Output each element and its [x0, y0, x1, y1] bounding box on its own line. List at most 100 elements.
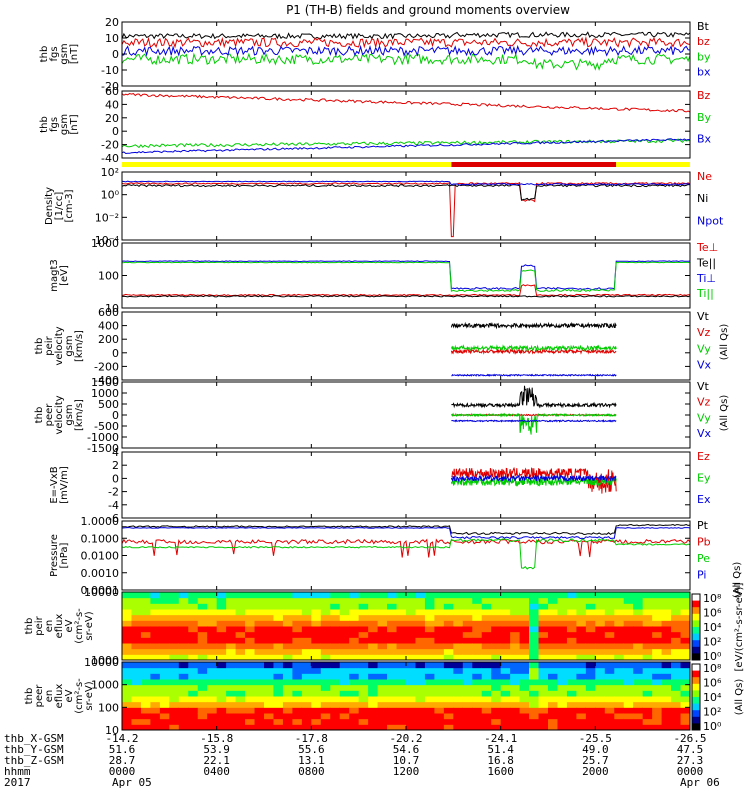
spectrogram-cell: [330, 724, 341, 731]
spectrogram-cell: [633, 643, 644, 650]
spectrogram-cell: [424, 707, 435, 714]
spectrogram-cell: [519, 667, 530, 674]
spectrogram-cell: [188, 724, 199, 731]
spectrogram-cell: [169, 679, 180, 686]
spectrogram-cell: [491, 684, 502, 691]
spectrogram-cell: [235, 696, 246, 703]
spectrogram-cell: [320, 684, 331, 691]
spectrogram-cell: [387, 718, 398, 725]
spectrogram-cell: [472, 724, 483, 731]
spectrogram-cell: [595, 614, 606, 621]
spectrogram-cell: [491, 701, 502, 708]
spectrogram-cell: [623, 643, 634, 650]
series-line-ti: [121, 260, 691, 291]
spectrogram-cell: [150, 609, 161, 616]
spectrogram-cell: [424, 679, 435, 686]
spectrogram-cell: [169, 673, 180, 680]
spectrogram-cell: [207, 603, 218, 610]
y-tick-label: -20: [101, 80, 119, 93]
spectrogram-cell: [301, 592, 312, 599]
spectrogram-cell: [131, 603, 142, 610]
colorbar-segment: [692, 633, 700, 641]
spectrogram-cell: [311, 648, 322, 655]
spectrogram-cell: [510, 643, 521, 650]
spectrogram-cell: [614, 701, 625, 708]
spectrogram-cell: [661, 662, 672, 669]
spectrogram-cell: [377, 724, 388, 731]
spectrogram-cell: [330, 614, 341, 621]
footer-value: 0800: [298, 765, 325, 778]
spectrogram-cell: [538, 690, 549, 697]
spectrogram-cell: [671, 701, 682, 708]
series-line-te: [121, 284, 690, 297]
spectrogram-cell: [387, 626, 398, 633]
colorbar-segment: [692, 703, 700, 711]
spectrogram-cell: [415, 662, 426, 669]
spectrogram-cell: [226, 592, 237, 599]
spectrogram-cell: [159, 707, 170, 714]
spectrogram-cell: [406, 724, 416, 731]
spectrogram-cell: [491, 673, 502, 680]
spectrogram-cell: [311, 662, 322, 669]
spectrogram-cell: [557, 718, 568, 725]
spectrogram-cell: [387, 603, 398, 610]
spectrogram-cell: [548, 614, 558, 621]
spectrogram-cell: [226, 667, 237, 674]
y-tick-label: 0: [112, 347, 119, 360]
footer-value: -24.1: [484, 732, 517, 745]
spectrogram-cell: [406, 637, 416, 644]
spectrogram-cell: [576, 718, 587, 725]
spectrogram-cell: [169, 592, 180, 599]
legend-te: Te||: [696, 256, 716, 269]
spectrogram-cell: [443, 713, 454, 720]
spectrogram-cell: [491, 631, 502, 638]
spectrogram-cell: [510, 662, 521, 669]
y-axis-label: eflux: [54, 614, 65, 639]
spectrogram-cell: [434, 662, 445, 669]
spectrogram-cell: [358, 614, 369, 621]
y-tick-label: 0: [112, 48, 119, 61]
spectrogram-cell: [396, 620, 407, 627]
spectrogram-cell: [122, 643, 132, 650]
y-tick-label: 20: [105, 16, 119, 29]
spectrogram-cell: [434, 718, 445, 725]
legend-bx: bx: [697, 65, 711, 78]
series-line-by: [121, 138, 690, 149]
spectrogram-cell: [557, 667, 568, 674]
spectrogram-cell: [481, 667, 492, 674]
spectrogram-cell: [424, 637, 435, 644]
spectrogram-cell: [131, 637, 142, 644]
spectrogram-cell: [576, 648, 587, 655]
spectrogram-cell: [671, 637, 682, 644]
spectrogram-cell: [311, 637, 322, 644]
spectrogram-cell: [538, 713, 549, 720]
spectrogram-cell: [207, 637, 218, 644]
spectrogram-cell: [406, 620, 416, 627]
y-tick-label: 0: [112, 409, 119, 422]
footer-row-label: thb_Y-GSM: [4, 743, 64, 756]
spectrogram-cell: [614, 637, 625, 644]
spectrogram-cell: [453, 679, 464, 686]
spectrogram-cell: [443, 620, 454, 627]
colorbar-segment: [692, 613, 700, 621]
spectrogram-cell: [519, 673, 530, 680]
spectrogram-cell: [415, 696, 426, 703]
spectrogram-cell: [548, 626, 558, 633]
spectrogram-cell: [529, 679, 540, 686]
spectrogram-cell: [131, 696, 142, 703]
spectrogram-cell: [510, 597, 521, 604]
spectrogram-cell: [131, 592, 142, 599]
spectrogram-cell: [481, 620, 492, 627]
spectrogram-cell: [235, 684, 246, 691]
colorbar-label: (All Qs): [734, 679, 745, 716]
spectrogram-cell: [671, 614, 682, 621]
spectrogram-cell: [131, 690, 142, 697]
spectrogram-cell: [604, 684, 615, 691]
footer-value: -25.5: [579, 732, 612, 745]
spectrogram-cell: [642, 701, 653, 708]
colorbar-segment: [692, 627, 700, 635]
spectrogram-cell: [140, 690, 151, 697]
spectrogram-cell: [178, 648, 189, 655]
y-tick-label: 100: [98, 270, 119, 283]
spectrogram-cell: [349, 597, 360, 604]
